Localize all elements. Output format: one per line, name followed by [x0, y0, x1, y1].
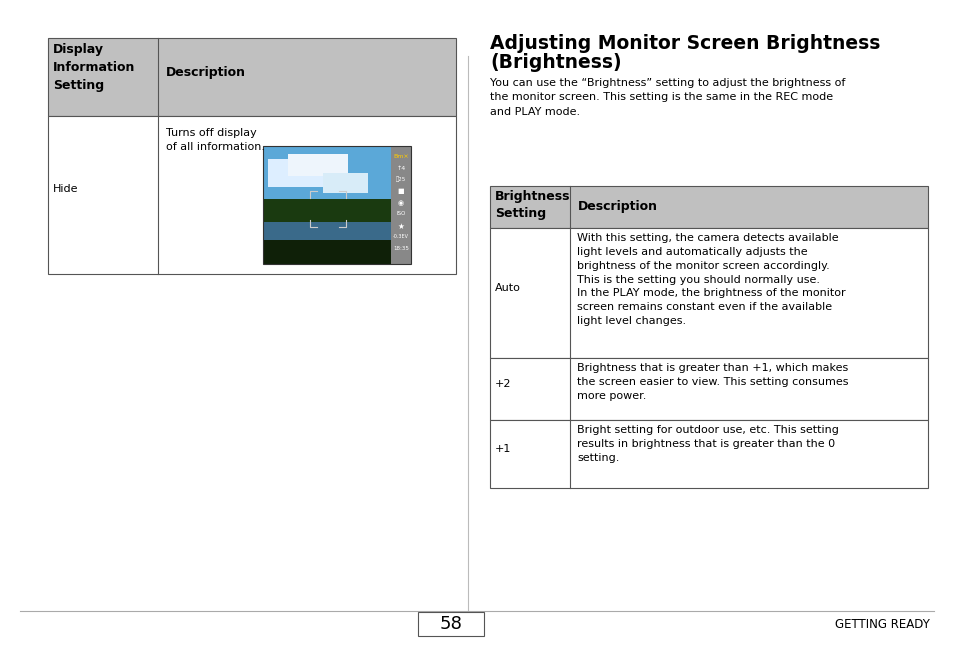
Bar: [263, 146, 391, 214]
Bar: [417, 612, 483, 636]
Text: ◉: ◉: [397, 200, 404, 206]
Text: +2: +2: [495, 379, 511, 389]
Text: With this setting, the camera detects available
light levels and automatically a: With this setting, the camera detects av…: [577, 233, 844, 326]
Text: Brightness that is greater than +1, which makes
the screen easier to view. This : Brightness that is greater than +1, whic…: [577, 363, 847, 401]
Text: ISO: ISO: [395, 211, 405, 216]
Text: -0.3EV: -0.3EV: [393, 234, 409, 239]
Bar: [490, 186, 927, 228]
Bar: [490, 358, 927, 420]
Bar: [263, 240, 391, 264]
Text: 18:35: 18:35: [393, 246, 409, 251]
Text: +1: +1: [495, 444, 511, 454]
Text: Brightness
Setting: Brightness Setting: [495, 190, 570, 220]
Bar: [263, 146, 411, 264]
Text: ■: ■: [397, 188, 404, 194]
Text: Adjusting Monitor Screen Brightness: Adjusting Monitor Screen Brightness: [490, 34, 880, 53]
Bar: [490, 420, 927, 488]
Text: ★: ★: [397, 222, 404, 231]
Text: Bm⨯: Bm⨯: [393, 154, 409, 159]
Text: Description: Description: [578, 200, 658, 213]
Text: Turns off display
of all information.: Turns off display of all information.: [166, 128, 265, 152]
Text: Display
Information
Setting: Display Information Setting: [53, 43, 135, 92]
Text: Hide: Hide: [53, 184, 78, 194]
Bar: [323, 173, 368, 193]
Bar: [490, 228, 927, 358]
Bar: [268, 160, 343, 187]
Text: You can use the “Brightness” setting to adjust the brightness of
the monitor scr: You can use the “Brightness” setting to …: [490, 78, 844, 117]
Text: 58: 58: [439, 615, 462, 633]
Text: Bright setting for outdoor use, etc. This setting
results in brightness that is : Bright setting for outdoor use, etc. Thi…: [577, 425, 838, 463]
Text: (Brightness): (Brightness): [490, 53, 621, 72]
Bar: [263, 199, 391, 223]
Text: GETTING READY: GETTING READY: [834, 618, 929, 630]
Bar: [391, 146, 411, 264]
Bar: [288, 154, 348, 176]
Text: Auto: Auto: [495, 283, 520, 293]
Text: ↑4: ↑4: [395, 166, 405, 171]
Text: ⌒25: ⌒25: [395, 176, 406, 182]
Bar: [48, 116, 456, 274]
Bar: [263, 222, 391, 243]
Bar: [48, 38, 456, 116]
Text: Description: Description: [166, 66, 246, 79]
